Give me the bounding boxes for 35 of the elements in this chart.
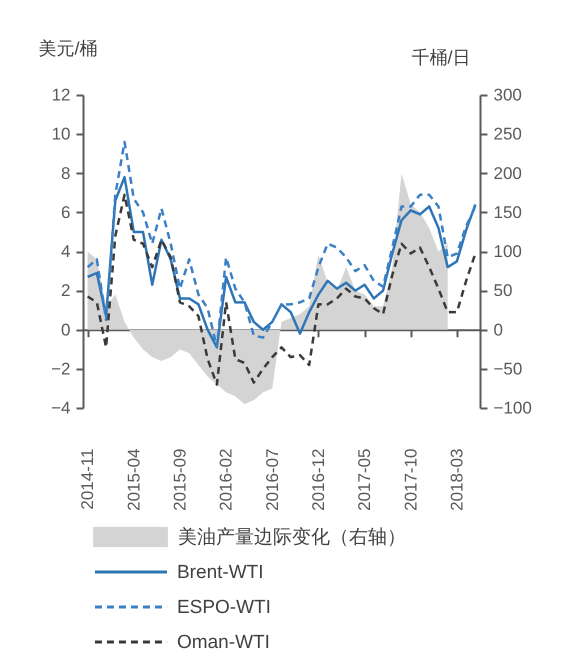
y-tick-label: −2 xyxy=(51,359,70,378)
y2-tick-label: 200 xyxy=(494,164,522,183)
y2-tick-label: −50 xyxy=(494,359,522,378)
y-tick-label: −4 xyxy=(51,398,70,418)
x-tick-label: 2016-07 xyxy=(262,448,282,511)
y-tick-label: 8 xyxy=(61,164,70,183)
y-tick-label: 6 xyxy=(61,202,70,222)
x-tick-label: 2016-12 xyxy=(308,448,328,511)
y2-tick-label: 250 xyxy=(494,124,522,144)
y2-tick-label: 0 xyxy=(494,320,503,340)
y2-tick-label: 150 xyxy=(494,202,522,222)
x-tick-label: 2018-03 xyxy=(447,448,466,511)
line-series xyxy=(86,194,477,386)
y2-axis-title: 千桶/日 xyxy=(412,48,471,68)
y-tick-label: 0 xyxy=(61,320,70,340)
y2-tick-label: 50 xyxy=(494,281,512,300)
y2-tick-label: 300 xyxy=(494,86,522,104)
x-tick-label: 2016-02 xyxy=(216,448,236,511)
line-series xyxy=(86,140,477,349)
x-tick-label: 2014-11 xyxy=(78,448,98,510)
y2-tick-label: 100 xyxy=(494,242,522,261)
y2-tick-label: −100 xyxy=(494,398,532,418)
y-axis-title: 美元/桶 xyxy=(38,38,98,58)
x-tick-label: 2015-09 xyxy=(170,448,190,511)
y-tick-label: 4 xyxy=(61,242,70,261)
legend-label: 美油产量边际变化（右轴） xyxy=(178,526,406,548)
legend-label: ESPO-WTI xyxy=(177,597,271,618)
x-tick-label: 2017-10 xyxy=(401,448,420,511)
y-tick-label: 12 xyxy=(52,86,70,104)
legend-label: Brent-WTI xyxy=(177,562,264,583)
x-tick-label: 2017-05 xyxy=(355,448,374,511)
x-tick-label: 2015-04 xyxy=(124,448,144,511)
y-tick-label: 10 xyxy=(52,124,70,144)
y-tick-label: 2 xyxy=(61,281,70,300)
legend-label: Oman-WTI xyxy=(177,632,270,653)
